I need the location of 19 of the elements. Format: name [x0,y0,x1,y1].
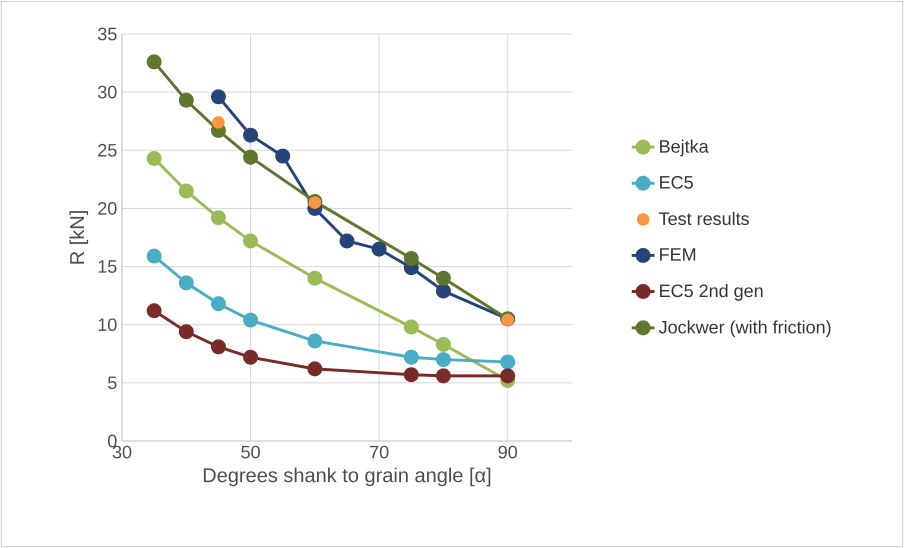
x-tick-label: 70 [370,446,388,458]
y-axis-title: R [kN] [69,211,88,264]
legend-label: EC5 2nd gen [660,284,762,301]
legend-label: Jockwer (with friction) [658,320,830,338]
y-tick-label: 25 [98,144,117,157]
legend-label: Test results [659,212,749,226]
y-tick-label: 30 [98,86,117,98]
y-tick-label: 15 [98,260,117,273]
x-tick-label: 50 [241,446,260,458]
x-tick-label: 90 [498,446,518,458]
y-tick-label: 35 [98,28,117,40]
legend-label: EC5 [660,176,693,189]
y-tick-label: 20 [98,202,117,215]
x-axis-title: Degrees shank to grain angle [α] [204,468,490,486]
y-tick-label: 0 [108,434,117,448]
legend-label: FEM [660,248,696,261]
y-tick-label: 5 [108,376,117,390]
legend-label: Bejtka [660,140,709,156]
y-tick-label: 10 [98,318,117,332]
